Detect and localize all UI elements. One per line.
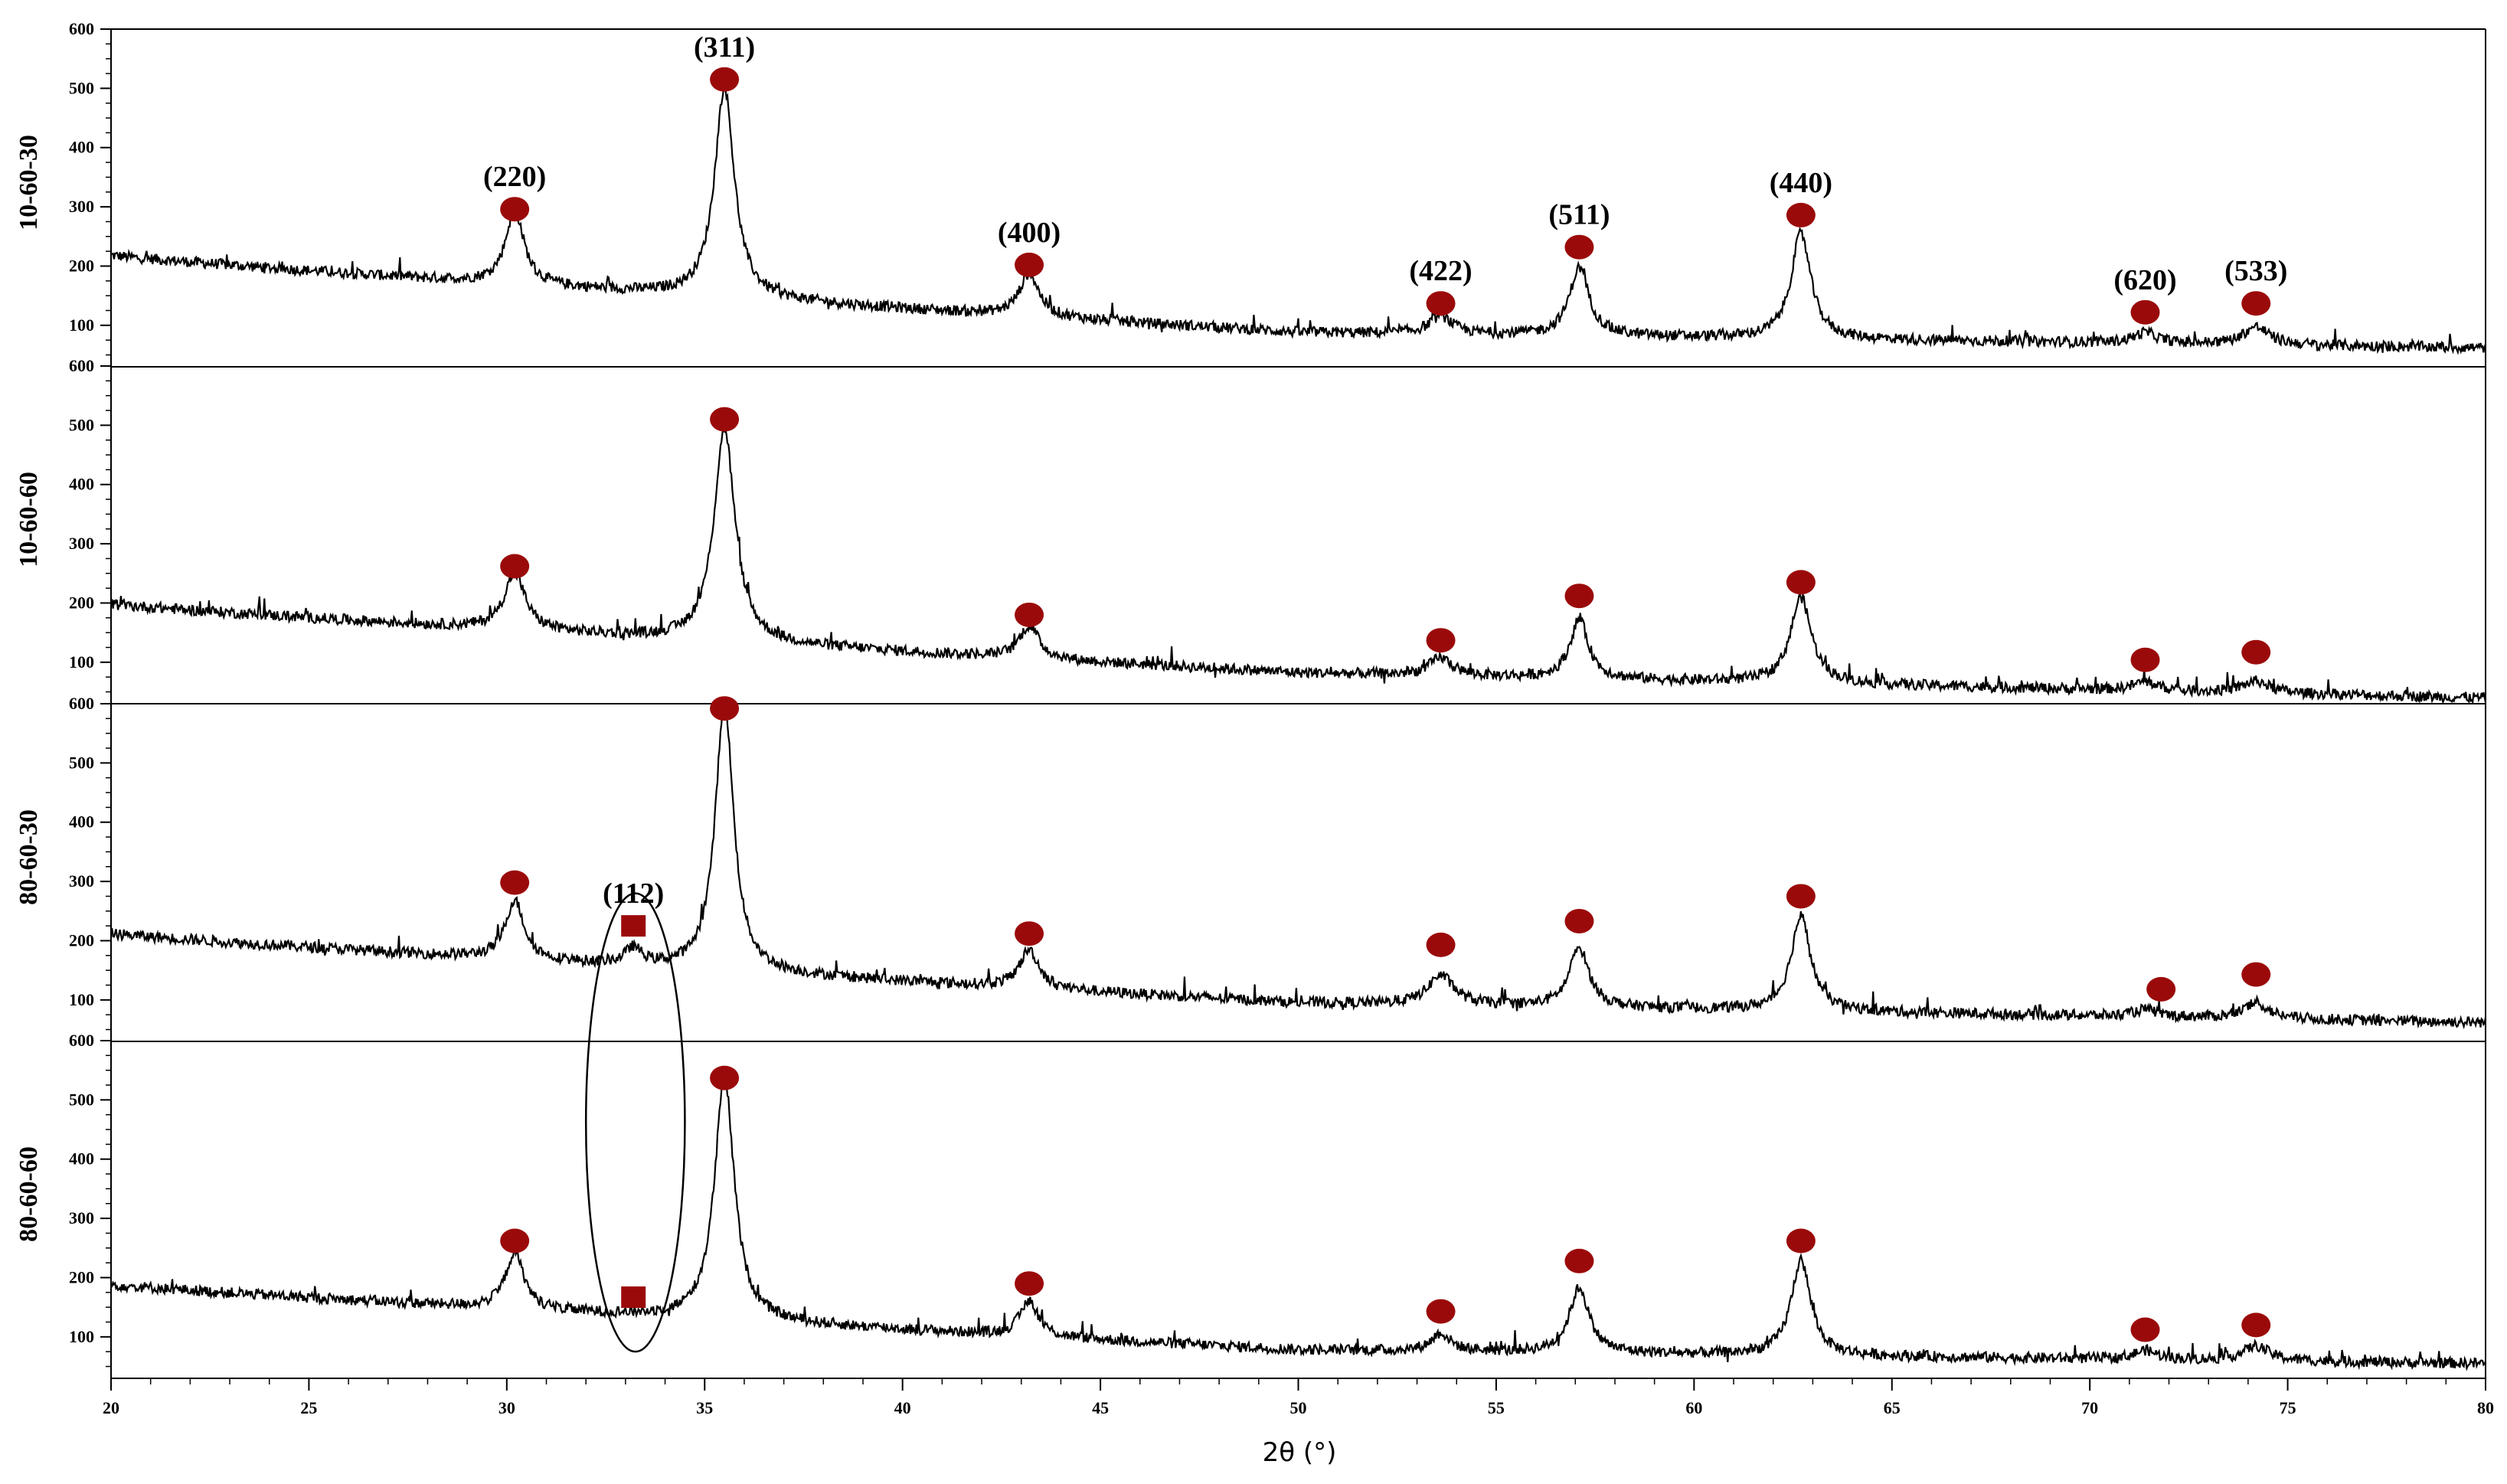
y-tick-label: 300 xyxy=(69,1208,94,1227)
spinel-marker xyxy=(1426,628,1456,653)
y-tick-label: 400 xyxy=(69,475,94,494)
spinel-marker xyxy=(1786,884,1816,909)
y-tick-label: 600 xyxy=(69,19,94,38)
spinel-marker xyxy=(1786,570,1816,595)
spinel-marker xyxy=(1426,291,1456,316)
spinel-marker xyxy=(2146,976,2176,1002)
secondary-phase-marker xyxy=(621,1286,646,1309)
x-tick-label: 75 xyxy=(2280,1398,2296,1417)
spectrum-line-80-60-60 xyxy=(110,1073,2486,1371)
spinel-marker xyxy=(1426,932,1456,957)
hkl-label: (511) xyxy=(1548,199,1610,231)
y-tick-label: 300 xyxy=(69,534,94,553)
panel-label: 10-60-30 xyxy=(15,135,43,230)
y-tick-label: 300 xyxy=(69,871,94,891)
spinel-marker xyxy=(1015,921,1044,946)
hkl-label: (440) xyxy=(1770,167,1832,199)
x-tick-label: 55 xyxy=(1488,1398,1505,1417)
spinel-marker xyxy=(1564,234,1594,260)
panel-80-60-60: 100 200 300 400 500 600 80-60-60 xyxy=(15,1031,2486,1379)
y-tick-label: 100 xyxy=(69,1327,94,1346)
spinel-marker xyxy=(1015,1271,1044,1296)
y-tick-label: 600 xyxy=(69,1031,94,1050)
x-tick-label: 30 xyxy=(498,1398,515,1417)
y-tick-label: 600 xyxy=(69,694,94,713)
spinel-marker xyxy=(2130,647,2160,672)
spinel-marker xyxy=(2241,962,2271,987)
x-tick-label: 60 xyxy=(1685,1398,1702,1417)
x-axis: 20 25 30 35 40 45 50 55 60 65 70 75 80 xyxy=(103,1378,2494,1417)
spinel-marker xyxy=(1786,1228,1816,1254)
spinel-marker xyxy=(1426,1299,1456,1324)
hkl-label: (422) xyxy=(1409,255,1472,287)
y-tick-label: 100 xyxy=(69,990,94,1009)
spinel-marker xyxy=(2130,299,2160,325)
highlight-ellipse xyxy=(584,892,686,1353)
y-tick-label: 100 xyxy=(69,652,94,672)
x-tick-label: 45 xyxy=(1092,1398,1109,1417)
y-tick-label: 500 xyxy=(69,753,94,772)
spinel-marker xyxy=(500,870,530,895)
hkl-label: (533) xyxy=(2224,255,2287,287)
x-tick-label: 35 xyxy=(696,1398,713,1417)
spinel-marker xyxy=(1786,202,1816,227)
y-tick-label: 600 xyxy=(69,356,94,375)
spinel-marker xyxy=(2241,639,2271,665)
spectrum-line-10-60-60 xyxy=(109,426,2487,705)
y-tick-label: 500 xyxy=(69,1090,94,1109)
y-tick-label: 500 xyxy=(69,415,94,434)
hkl-label: (400) xyxy=(998,217,1061,249)
panel-10-60-30: 100 200 300 400 500 600 10-60-30 (220) (311) (400… xyxy=(15,19,2487,368)
spinel-marker xyxy=(710,67,740,92)
spinel-marker xyxy=(710,1065,740,1090)
panel-label: 10-60-60 xyxy=(15,472,43,567)
panel-label: 80-60-30 xyxy=(15,809,43,905)
y-tick-label: 200 xyxy=(69,593,94,612)
x-tick-label: 40 xyxy=(894,1398,911,1417)
spinel-marker xyxy=(1564,908,1594,933)
hkl-label: (311) xyxy=(694,31,755,64)
y-tick-label: 400 xyxy=(69,138,94,157)
panels: 100 200 300 400 500 600 10-60-30 (220) (311) (400… xyxy=(15,19,2487,1379)
spectrum-line-10-60-30 xyxy=(110,82,2487,355)
x-tick-label: 25 xyxy=(300,1398,317,1417)
spinel-marker xyxy=(500,197,530,222)
spinel-marker xyxy=(2130,1317,2160,1342)
spinel-marker xyxy=(710,407,740,432)
spinel-marker xyxy=(1564,583,1594,609)
x-tick-label: 50 xyxy=(1290,1398,1307,1417)
x-tick-label: 70 xyxy=(2081,1398,2098,1417)
x-axis-label: 2θ (°) xyxy=(1263,1437,1337,1468)
y-tick-label: 400 xyxy=(69,812,94,832)
x-tick-label: 80 xyxy=(2477,1398,2494,1417)
spinel-marker xyxy=(1015,252,1044,277)
spinel-marker xyxy=(1564,1248,1594,1273)
panel-label: 80-60-60 xyxy=(15,1146,43,1242)
panel-10-60-60: 100 200 300 400 500 600 10-60-60 xyxy=(15,356,2487,705)
y-tick-label: 400 xyxy=(69,1149,94,1169)
spinel-marker xyxy=(500,1228,530,1254)
y-tick-label: 500 xyxy=(69,78,94,97)
spinel-marker xyxy=(2241,1312,2271,1338)
spinel-marker xyxy=(2241,291,2271,316)
x-tick-label: 20 xyxy=(103,1398,119,1417)
y-tick-label: 200 xyxy=(69,930,94,950)
x-tick-label: 65 xyxy=(1884,1398,1901,1417)
spectrum-line-80-60-30 xyxy=(109,701,2487,1030)
spinel-marker xyxy=(500,554,530,579)
y-tick-label: 200 xyxy=(69,256,94,275)
y-tick-label: 100 xyxy=(69,315,94,335)
hkl-label: (620) xyxy=(2113,264,2176,296)
secondary-phase-marker xyxy=(621,915,646,937)
spinel-marker xyxy=(1015,602,1044,627)
y-tick-label: 200 xyxy=(69,1267,94,1286)
spinel-marker xyxy=(710,696,740,721)
hkl-label: (220) xyxy=(483,161,546,193)
y-tick-label: 300 xyxy=(69,197,94,216)
